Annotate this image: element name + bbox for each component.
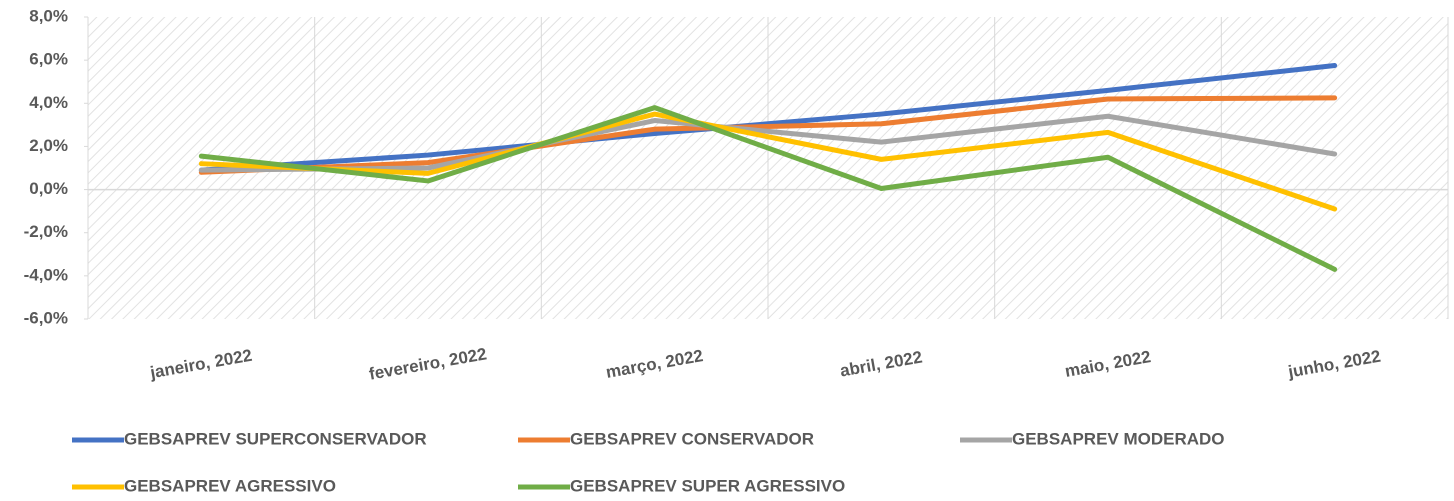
y-tick-label: -6,0% xyxy=(24,308,68,327)
legend-label: GEBSAPREV CONSERVADOR xyxy=(570,429,814,448)
y-tick-label: 4,0% xyxy=(29,93,68,112)
legend-label: GEBSAPREV MODERADO xyxy=(1012,429,1225,448)
series-line xyxy=(198,111,1338,212)
x-tick-label: maio, 2022 xyxy=(1063,347,1152,381)
y-tick-label: -2,0% xyxy=(24,222,68,241)
series-line xyxy=(198,113,1338,173)
y-tick-label: -4,0% xyxy=(24,265,68,284)
series-line xyxy=(198,105,1338,272)
legend-label: GEBSAPREV SUPERCONSERVADOR xyxy=(124,429,427,448)
y-tick-label: 6,0% xyxy=(29,50,68,69)
series-line xyxy=(198,63,1338,173)
x-tick-label: fevereiro, 2022 xyxy=(368,344,489,383)
series-line xyxy=(198,95,1338,175)
x-tick-label: junho, 2022 xyxy=(1286,347,1382,382)
y-tick-label: 0,0% xyxy=(29,179,68,198)
legend-label: GEBSAPREV AGRESSIVO xyxy=(124,476,336,495)
x-tick-label: janeiro, 2022 xyxy=(148,346,254,383)
y-tick-label: 2,0% xyxy=(29,136,68,155)
x-tick-label: abril, 2022 xyxy=(839,347,924,380)
y-tick-label: 8,0% xyxy=(29,6,68,25)
legend-label: GEBSAPREV SUPER AGRESSIVO xyxy=(570,476,845,495)
x-tick-label: março, 2022 xyxy=(604,346,704,382)
